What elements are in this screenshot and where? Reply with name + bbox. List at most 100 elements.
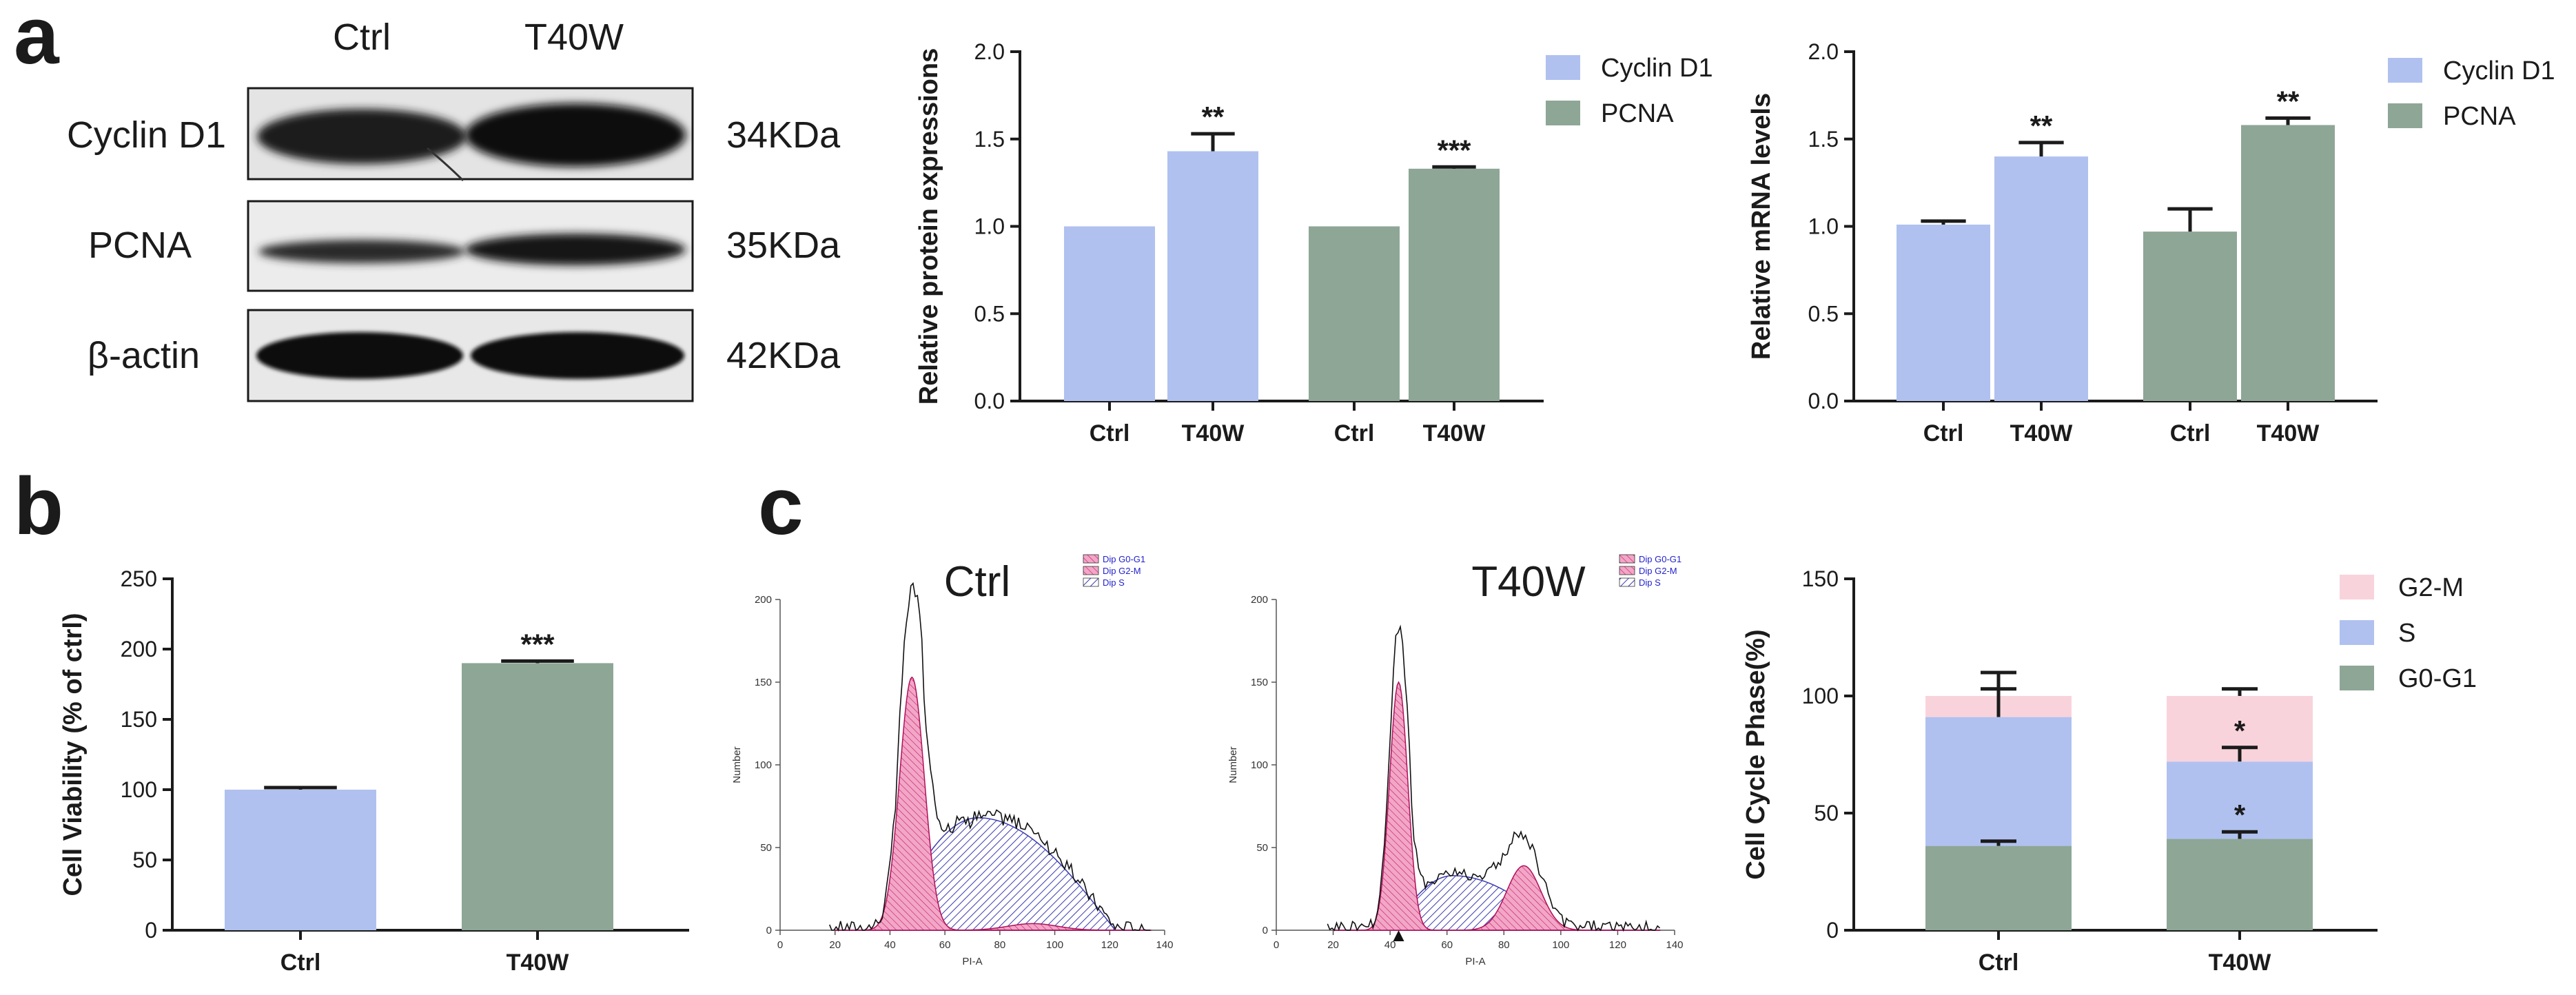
- chart-mrna-levels: 0.0 0.5 1.0 1.5 2.0 Relative mRNA levels Ctrl *…: [1747, 39, 2555, 447]
- y-axis-label: Cell Cycle Phase(%): [1741, 629, 1770, 879]
- stacked-bar-s: [2167, 761, 2313, 839]
- bar: [1897, 224, 1990, 401]
- y-tick-label: 50: [1256, 842, 1268, 854]
- wb-blot-beta-actin: [247, 309, 694, 402]
- y-tick-label: 150: [121, 707, 157, 732]
- legend-label: G0-G1: [2398, 664, 2477, 693]
- legend-swatch: [2340, 666, 2374, 690]
- x-tick-label: T40W: [1423, 420, 1486, 447]
- x-tick-label: 60: [939, 939, 951, 951]
- bar: [2241, 125, 2335, 401]
- y-tick-label: 1.0: [974, 214, 1005, 239]
- x-axis-label: PI-A: [1465, 956, 1485, 967]
- significance-label: **: [1202, 101, 1225, 133]
- x-tick-label: Ctrl: [280, 950, 321, 976]
- x-tick-label: T40W: [1182, 420, 1245, 447]
- facs-title: T40W: [1471, 558, 1586, 606]
- y-axis-label: Relative protein expressions: [914, 48, 943, 404]
- wb-column-t40w: T40W: [524, 17, 624, 58]
- legend-swatch: [1083, 577, 1099, 587]
- x-tick-label: Ctrl: [1979, 950, 2019, 976]
- legend-swatch: [1619, 566, 1635, 575]
- western-blot: Ctrl T40W Cyclin D1 PCNA β-actin 34KDa 3…: [67, 17, 841, 402]
- x-tick-label: 20: [1327, 939, 1339, 951]
- bar: [1064, 226, 1155, 401]
- x-tick-label: 20: [829, 939, 841, 951]
- stacked-bar-g0-g1: [2167, 839, 2313, 930]
- y-tick-label: 50: [1814, 801, 1839, 825]
- y-tick-label: 0.5: [974, 301, 1005, 326]
- legend-swatch: [1546, 101, 1580, 125]
- y-tick-label: 0: [766, 925, 772, 936]
- x-tick-label: T40W: [2010, 420, 2074, 447]
- y-tick-label: 2.0: [974, 39, 1005, 64]
- legend-label: Cyclin D1: [2443, 57, 2555, 85]
- y-tick-label: 1.5: [1808, 127, 1839, 152]
- y-tick-label: 100: [1251, 759, 1268, 771]
- panel-letter-c: c: [758, 461, 804, 552]
- panel-letter-a: a: [14, 0, 60, 81]
- y-tick-label: 150: [755, 677, 772, 688]
- panel-letter-b: b: [14, 461, 63, 552]
- x-tick-label: Ctrl: [1334, 420, 1375, 447]
- x-tick-label: Ctrl: [2170, 420, 2211, 447]
- significance-label: ***: [520, 628, 555, 660]
- legend-swatch: [1083, 554, 1099, 564]
- wb-size-beta-actin: 42KDa: [726, 335, 841, 376]
- legend-label: Dip G2-M: [1639, 566, 1677, 576]
- y-tick-label: 0.0: [1808, 389, 1839, 413]
- y-tick-label: 0: [1826, 918, 1839, 943]
- y-tick-label: 1.0: [1808, 214, 1839, 239]
- legend-label: Dip S: [1103, 577, 1125, 588]
- legend-label: PCNA: [2443, 102, 2516, 131]
- wb-protein-beta-actin: β-actin: [88, 335, 200, 376]
- legend-swatch: [1619, 577, 1635, 587]
- legend-swatch: [1619, 554, 1635, 564]
- x-tick-label: T40W: [2257, 420, 2320, 447]
- x-tick-label: 100: [1046, 939, 1063, 951]
- wb-protein-pcna: PCNA: [88, 225, 192, 266]
- wb-size-pcna: 35KDa: [726, 225, 841, 266]
- legend-label: PCNA: [1601, 99, 1674, 128]
- legend-swatch: [2340, 575, 2374, 599]
- y-tick-label: 50: [132, 848, 157, 872]
- stacked-bar-s: [1925, 717, 2072, 846]
- x-tick-label: 80: [1498, 939, 1510, 951]
- chart-facs-ctrl: Ctrl 0 20 40 60 80 100 120 140 0 50 100 150 200 PI-A Nu…: [731, 554, 1174, 967]
- legend-label: Cyclin D1: [1601, 54, 1713, 83]
- x-tick-label: Ctrl: [1923, 420, 1964, 447]
- significance-label: *: [2234, 799, 2246, 831]
- bar: [225, 790, 376, 930]
- legend-label: Dip S: [1639, 577, 1661, 588]
- x-tick-label: 100: [1552, 939, 1569, 951]
- y-axis-label: Relative mRNA levels: [1747, 93, 1776, 360]
- x-tick-label: 120: [1101, 939, 1118, 951]
- y-tick-label: 250: [121, 566, 157, 591]
- bar: [1309, 226, 1400, 401]
- y-axis-label: Cell Viability (% of ctrl): [59, 613, 88, 896]
- y-tick-label: 1.5: [974, 127, 1005, 152]
- legend-label: Dip G0-G1: [1639, 554, 1681, 564]
- x-tick-label: 120: [1609, 939, 1626, 951]
- legend-swatch: [1083, 566, 1099, 575]
- x-tick-label: T40W: [507, 950, 570, 976]
- legend-label: Dip G2-M: [1103, 566, 1141, 576]
- y-tick-label: 100: [121, 777, 157, 802]
- chart-cell-cycle: 0 50 100 150 Cell Cycle Phase(%) Ctrl * * T40W G2…: [1741, 566, 2477, 976]
- g0g1-phase-area: [1333, 681, 1661, 931]
- y-tick-label: 0.0: [974, 389, 1005, 413]
- legend-swatch: [1546, 55, 1580, 80]
- y-axis-label: Number: [1227, 746, 1239, 783]
- chart-facs-t40w: T40W 0 20 40 60 80 100 120 140 0 50 100 150 200 PI-A Nu…: [1227, 554, 1684, 967]
- x-tick-label: 40: [884, 939, 896, 951]
- y-tick-label: 150: [1802, 566, 1839, 591]
- wb-blot-pcna: [247, 200, 694, 292]
- bar: [1167, 151, 1258, 401]
- y-tick-label: 100: [755, 759, 772, 771]
- x-tick-label: 140: [1666, 939, 1683, 951]
- s-phase-area: [835, 817, 1152, 931]
- x-tick-label: 40: [1384, 939, 1396, 951]
- g0g1-phase-area: [835, 676, 1152, 931]
- wb-column-ctrl: Ctrl: [333, 17, 391, 58]
